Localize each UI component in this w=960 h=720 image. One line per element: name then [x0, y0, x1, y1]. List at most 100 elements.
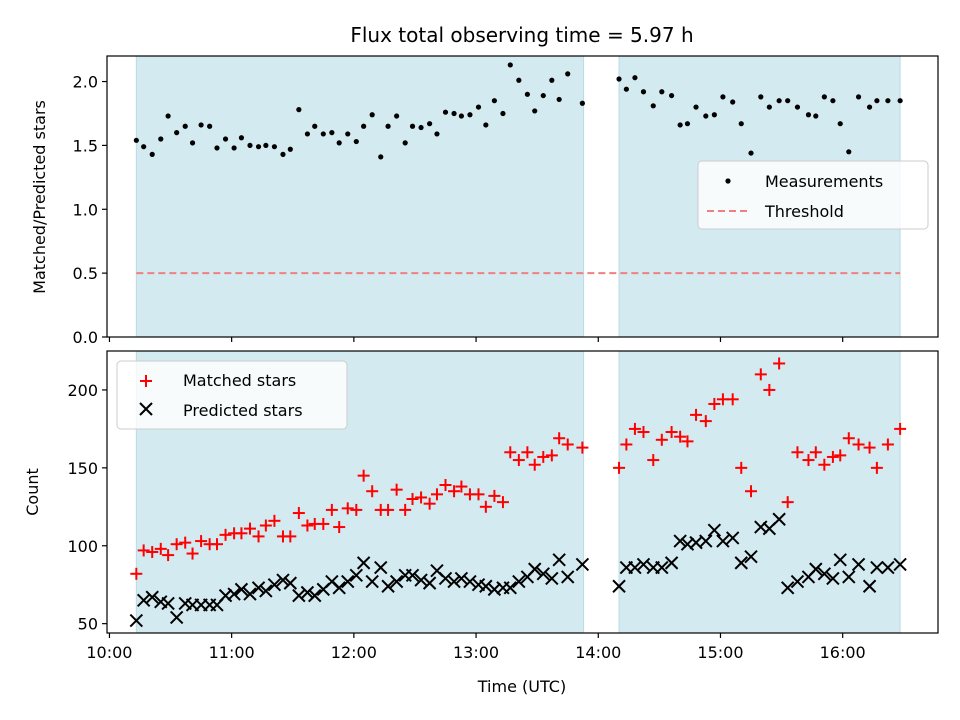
matched-star-point: [186, 547, 199, 560]
measurement-point: [158, 136, 164, 142]
legend-predicted-label: Predicted stars: [183, 401, 303, 420]
matched-star-point: [154, 542, 167, 555]
matched-star-point: [357, 469, 370, 482]
predicted-star-point: [145, 590, 159, 604]
measurement-point: [442, 109, 449, 115]
predicted-star-point: [356, 556, 371, 570]
predicted-star-point: [655, 560, 669, 575]
matched-star-point: [301, 519, 314, 532]
matched-star-point: [146, 545, 159, 558]
coverage-band: [136, 56, 584, 337]
predicted-star-point: [826, 571, 840, 586]
matched-star-point: [243, 522, 256, 535]
predicted-star-point: [276, 573, 290, 587]
measurement-point: [579, 100, 585, 106]
matched-star-point: [802, 454, 815, 467]
measurement-point: [693, 104, 699, 110]
measurement-point: [659, 89, 665, 95]
predicted-star-point: [503, 581, 517, 595]
measurement-point: [353, 138, 359, 145]
bottom-y-tick-label: 200: [67, 381, 98, 400]
measurement-point: [711, 112, 717, 118]
predicted-star-point: [699, 534, 713, 548]
matched-star-point: [162, 549, 175, 562]
measurement-point: [287, 146, 293, 152]
matched-star-point: [341, 502, 354, 515]
measurement-point: [394, 113, 400, 119]
predicted-star-point: [664, 556, 679, 570]
predicted-star-point: [422, 576, 437, 590]
predicted-star-point: [552, 553, 566, 567]
matched-star-point: [781, 496, 794, 509]
predicted-star-point: [234, 582, 249, 597]
measurement-point: [345, 131, 351, 137]
top-legend-box: [697, 160, 929, 230]
predicted-star-point: [332, 581, 346, 595]
measurement-point: [703, 113, 709, 119]
matched-star-point: [826, 450, 839, 463]
top-axes-frame: [106, 55, 939, 338]
bottom-legend: Matched stars Predicted stars: [116, 360, 348, 430]
matched-star-point: [235, 527, 248, 540]
measurement-point: [255, 144, 262, 150]
matched-star-point: [430, 488, 443, 501]
matched-star-point: [382, 503, 395, 516]
measurement-point: [491, 98, 497, 104]
measurement-point: [141, 144, 147, 150]
predicted-star-point: [161, 596, 175, 611]
top-y-tick-label: 0.0: [73, 328, 98, 347]
measurement-point: [616, 76, 622, 82]
measurement-point: [483, 122, 489, 128]
predicted-star-point: [893, 557, 907, 572]
predicted-star-point: [536, 567, 550, 581]
bottom-y-axis-label: Count: [23, 468, 42, 516]
bottom-x-ticks: 10:00 11:00 12:00 13:00 14:00 15:00 16:00: [86, 633, 866, 662]
predicted-star-point: [833, 553, 847, 567]
measurement-point: [632, 75, 638, 81]
measurement-point: [549, 77, 555, 83]
predicted-star-point: [405, 568, 420, 583]
predicted-star-point: [381, 579, 395, 593]
measurement-point: [409, 123, 416, 129]
matched-star-point: [521, 446, 534, 459]
predicted-star-point: [300, 585, 315, 600]
measurement-point: [174, 130, 180, 136]
predicted-star-point: [243, 587, 257, 601]
predicted-star-point: [512, 574, 526, 589]
measurement-point: [813, 113, 819, 119]
measurement-point: [427, 121, 433, 127]
matched-star-point: [745, 485, 758, 498]
predicted-star-point: [341, 574, 355, 589]
matched-star-point: [350, 503, 363, 516]
measurement-point: [133, 137, 139, 143]
predicted-star-point: [259, 584, 273, 598]
measurement-point: [467, 112, 473, 118]
matched-star-point: [537, 450, 550, 463]
matched-star-point: [870, 461, 883, 474]
x-tick-label: 11:00: [209, 643, 255, 662]
predicted-star-point: [842, 570, 856, 584]
matched-star-point: [881, 438, 894, 451]
matched-star-point: [553, 432, 566, 445]
predicted-star-point: [809, 562, 823, 576]
matched-star-point: [325, 503, 338, 516]
measurement-point: [434, 131, 440, 137]
predicted-star-point: [308, 588, 322, 603]
matched-star-point: [130, 567, 143, 580]
predicted-star-point: [414, 573, 428, 587]
matched-star-point: [423, 497, 436, 510]
legend-predicted-marker: [139, 402, 153, 416]
measurement-point: [500, 110, 506, 117]
measurement-point: [385, 123, 391, 129]
chart-title: Flux total observing time = 5.97 h: [350, 23, 693, 47]
top-y-tick-label: 1.5: [73, 136, 98, 155]
measurement-point: [361, 123, 367, 129]
measurement-point: [198, 122, 204, 128]
predicted-star-point: [136, 593, 151, 607]
bottom-y-tick-label: 150: [67, 459, 98, 478]
legend-matched-marker: [140, 375, 152, 387]
matched-star-point: [170, 538, 183, 551]
matched-star-point: [406, 493, 419, 506]
predicted-star-point: [129, 613, 144, 628]
measurement-point: [214, 145, 220, 151]
